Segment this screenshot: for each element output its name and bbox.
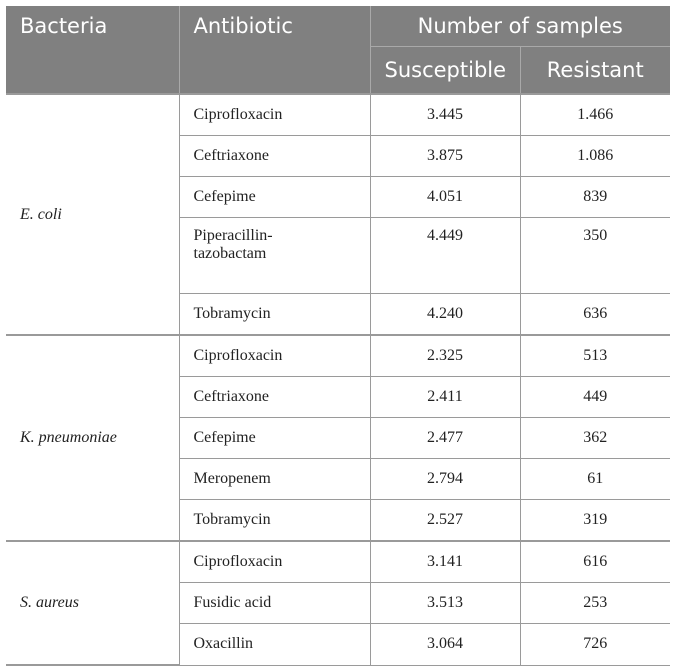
table-row: S. aureus Ciprofloxacin 3.141 616 xyxy=(6,540,670,666)
table-row: Piperacillin- tazobactam 4.449 350 xyxy=(6,217,670,295)
resistant-cell: 449 xyxy=(519,376,670,419)
resistant-cell: 362 xyxy=(519,417,670,460)
susceptible-cell: 2.794 xyxy=(369,458,521,501)
header-number-of-samples: Number of samples xyxy=(369,6,670,47)
antibiotic-cell: Ceftriaxone xyxy=(178,376,371,419)
susceptible-cell: 4.240 xyxy=(369,293,521,336)
antibiotic-cell: Tobramycin xyxy=(178,499,371,542)
antibiotic-cell: Cefepime xyxy=(178,176,371,219)
antibiotic-cell: Oxacillin xyxy=(178,623,371,666)
resistant-cell: 350 xyxy=(519,217,670,295)
bacteria-cell: S. aureus xyxy=(6,540,180,666)
susceptibility-table: Bacteria Antibiotic Number of samples Su… xyxy=(6,6,670,666)
bacteria-cell: E. coli xyxy=(6,92,180,337)
antibiotic-cell: Ciprofloxacin xyxy=(178,540,371,584)
susceptible-cell: 4.051 xyxy=(369,176,521,219)
header-antibiotic: Antibiotic xyxy=(178,6,370,94)
resistant-cell: 61 xyxy=(519,458,670,501)
table-row: Fusidic acid 3.513 253 xyxy=(6,582,670,625)
resistant-cell: 616 xyxy=(519,540,670,584)
table-row: E. coli Ciprofloxacin 3.445 1.466 xyxy=(6,92,670,337)
table-row: Meropenem 2.794 61 xyxy=(6,458,670,501)
antibiotic-line: Piperacillin- xyxy=(193,227,273,245)
susceptible-cell: 2.527 xyxy=(369,499,521,542)
resistant-cell: 1.466 xyxy=(519,93,670,137)
antibiotic-cell: Ciprofloxacin xyxy=(178,93,371,137)
table-header: Bacteria Antibiotic Number of samples Su… xyxy=(6,6,670,94)
susceptible-cell: 3.875 xyxy=(369,135,521,178)
antibiotic-cell: Fusidic acid xyxy=(178,582,371,625)
susceptible-cell: 2.411 xyxy=(369,376,521,419)
antibiotic-cell: Meropenem xyxy=(178,458,371,501)
table-row: Oxacillin 3.064 726 xyxy=(6,623,670,666)
antibiotic-cell: Tobramycin xyxy=(178,293,371,336)
header-resistant: Resistant xyxy=(519,46,670,94)
susceptible-cell: 3.445 xyxy=(369,93,521,137)
header-bacteria: Bacteria xyxy=(6,6,179,94)
resistant-cell: 636 xyxy=(519,293,670,336)
susceptible-cell: 2.477 xyxy=(369,417,521,460)
table-row: K. pneumoniae Ciprofloxacin 2.325 513 xyxy=(6,334,670,543)
resistant-cell: 839 xyxy=(519,176,670,219)
resistant-cell: 319 xyxy=(519,499,670,542)
susceptible-cell: 3.064 xyxy=(369,623,521,666)
table-row: Tobramycin 4.240 636 xyxy=(6,293,670,336)
bacteria-cell: K. pneumoniae xyxy=(6,334,180,543)
susceptible-cell: 2.325 xyxy=(369,334,521,378)
susceptible-cell: 3.513 xyxy=(369,582,521,625)
susceptible-cell: 3.141 xyxy=(369,540,521,584)
resistant-cell: 1.086 xyxy=(519,135,670,178)
resistant-cell: 726 xyxy=(519,623,670,666)
antibiotic-cell: Cefepime xyxy=(178,417,371,460)
resistant-cell: 513 xyxy=(519,334,670,378)
susceptible-cell: 4.449 xyxy=(369,217,521,295)
antibiotic-cell: Ceftriaxone xyxy=(178,135,371,178)
table-row: Cefepime 2.477 362 xyxy=(6,417,670,460)
antibiotic-line: tazobactam xyxy=(193,245,267,263)
antibiotic-cell: Piperacillin- tazobactam xyxy=(178,217,371,295)
table-row: Ceftriaxone 2.411 449 xyxy=(6,376,670,419)
antibiotic-cell: Ciprofloxacin xyxy=(178,334,371,378)
resistant-cell: 253 xyxy=(519,582,670,625)
header-susceptible: Susceptible xyxy=(369,46,520,94)
